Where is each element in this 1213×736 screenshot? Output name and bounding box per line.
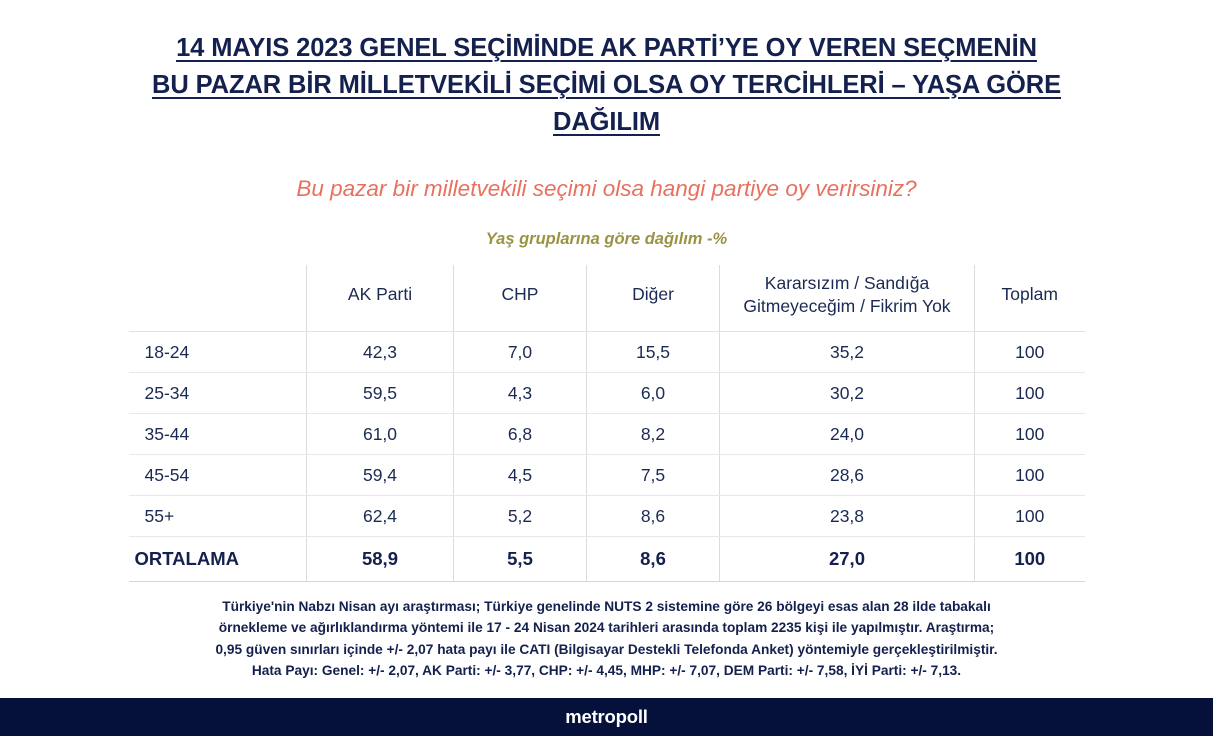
table-row: 45-54 59,4 4,5 7,5 28,6 100: [128, 454, 1085, 496]
row-label: ORTALAMA: [128, 536, 307, 582]
cell-kararsiz: 30,2: [719, 372, 975, 414]
row-label: 18-24: [128, 331, 307, 373]
footnote-line-1: Türkiye'nin Nabzı Nisan ayı araştırması;…: [222, 598, 991, 614]
table-row: 35-44 61,0 6,8 8,2 24,0 100: [128, 413, 1085, 455]
page-title: 14 MAYIS 2023 GENEL SEÇİMİNDE AK PARTİ’Y…: [0, 0, 1213, 141]
cell-kararsiz: 27,0: [719, 536, 975, 582]
methodology-footnote: Türkiye'nin Nabzı Nisan ayı araştırması;…: [142, 596, 1072, 682]
cell-chp: 6,8: [453, 413, 587, 455]
cell-chp: 4,3: [453, 372, 587, 414]
cell-toplam: 100: [974, 454, 1085, 496]
survey-question: Bu pazar bir milletvekili seçimi olsa ha…: [296, 176, 917, 201]
cell-diger: 8,6: [586, 536, 720, 582]
row-label: 25-34: [128, 372, 307, 414]
table-row: 55+ 62,4 5,2 8,6 23,8 100: [128, 495, 1085, 537]
table-row: 18-24 42,3 7,0 15,5 35,2 100: [128, 331, 1085, 373]
table-header: AK Parti CHP Diğer Kararsızım / Sandığa …: [128, 265, 1085, 332]
column-header-kararsiz-line2: Gitmeyeceğim / Fikrim Yok: [743, 295, 951, 316]
cell-ak-parti: 61,0: [306, 413, 454, 455]
table-body: 18-24 42,3 7,0 15,5 35,2 100 25-34 59,5 …: [128, 331, 1085, 582]
cell-kararsiz: 23,8: [719, 495, 975, 537]
cell-chp: 5,5: [453, 536, 587, 582]
column-header-diger: Diğer: [586, 265, 720, 332]
metropoll-logo: metropoll: [565, 706, 648, 727]
cell-ak-parti: 59,4: [306, 454, 454, 496]
cell-kararsiz: 35,2: [719, 331, 975, 373]
cell-chp: 5,2: [453, 495, 587, 537]
cell-diger: 8,2: [586, 413, 720, 455]
cell-ak-parti: 42,3: [306, 331, 454, 373]
cell-ak-parti: 62,4: [306, 495, 454, 537]
cell-toplam: 100: [974, 495, 1085, 537]
cell-kararsiz: 24,0: [719, 413, 975, 455]
cell-diger: 15,5: [586, 331, 720, 373]
row-label: 45-54: [128, 454, 307, 496]
cell-ak-parti: 59,5: [306, 372, 454, 414]
cell-toplam: 100: [974, 372, 1085, 414]
column-header-ak-parti: AK Parti: [306, 265, 454, 332]
title-line-2: BU PAZAR BİR MİLLETVEKİLİ SEÇİMİ OLSA OY…: [152, 71, 1061, 99]
row-label: 35-44: [128, 413, 307, 455]
cell-chp: 7,0: [453, 331, 587, 373]
column-header-corner: [128, 265, 307, 332]
footnote-line-3: 0,95 güven sınırları içinde +/- 2,07 hat…: [215, 641, 998, 657]
table-row: 25-34 59,5 4,3 6,0 30,2 100: [128, 372, 1085, 414]
title-line-3-wrap: DAĞILIM: [118, 104, 1095, 141]
cell-toplam: 100: [974, 331, 1085, 373]
column-header-kararsiz-line1: Kararsızım / Sandığa: [764, 272, 930, 293]
cell-diger: 7,5: [586, 454, 720, 496]
cell-diger: 8,6: [586, 495, 720, 537]
column-header-toplam: Toplam: [974, 265, 1085, 332]
cell-diger: 6,0: [586, 372, 720, 414]
column-header-chp: CHP: [453, 265, 587, 332]
column-header-kararsiz: Kararsızım / Sandığa Gitmeyeceğim / Fikr…: [719, 265, 975, 332]
cell-toplam: 100: [974, 413, 1085, 455]
cell-toplam: 100: [974, 536, 1085, 582]
row-label: 55+: [128, 495, 307, 537]
cell-ak-parti: 58,9: [306, 536, 454, 582]
table-header-row: AK Parti CHP Diğer Kararsızım / Sandığa …: [128, 265, 1085, 332]
results-table: AK Parti CHP Diğer Kararsızım / Sandığa …: [128, 265, 1085, 582]
cell-chp: 4,5: [453, 454, 587, 496]
footnote-line-2: örnekleme ve ağırlıklandırma yöntemi ile…: [218, 620, 995, 635]
footer-bar: metropoll: [0, 698, 1213, 736]
footnote-line-4: Hata Payı: Genel: +/- 2,07, AK Parti: +/…: [251, 663, 962, 678]
results-table-container: AK Parti CHP Diğer Kararsızım / Sandığa …: [128, 265, 1085, 582]
title-line-1: 14 MAYIS 2023 GENEL SEÇİMİNDE AK PARTİ’Y…: [176, 34, 1037, 62]
table-row-average: ORTALAMA 58,9 5,5 8,6 27,0 100: [128, 536, 1085, 582]
distribution-caption: Yaş gruplarına göre dağılım -%: [485, 230, 728, 248]
cell-kararsiz: 28,6: [719, 454, 975, 496]
title-line-3: DAĞILIM: [553, 108, 660, 136]
